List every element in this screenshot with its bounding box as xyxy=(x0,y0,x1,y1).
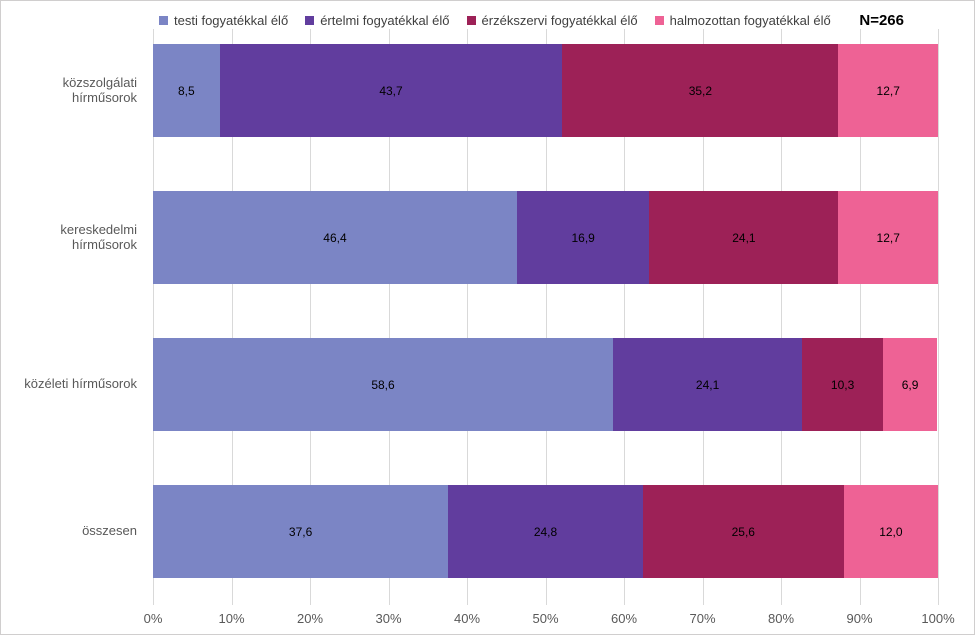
bar-segment: 24,1 xyxy=(613,338,803,431)
bar-value-label: 35,2 xyxy=(688,83,713,98)
bar-segment: 43,7 xyxy=(219,44,563,137)
gridline xyxy=(231,29,233,605)
gridline xyxy=(467,29,468,605)
bar-value-label: 24,1 xyxy=(695,377,720,392)
gridline xyxy=(859,29,861,605)
legend-swatch-icon xyxy=(305,15,315,25)
bar-segment: 12,0 xyxy=(843,485,938,578)
bar-row: 58,6 24,1 10,3 6,9 xyxy=(153,338,938,431)
bar-segment: 8,5 xyxy=(153,44,220,137)
x-axis-label: 100% xyxy=(921,611,955,626)
x-axis-label: 0% xyxy=(143,611,163,626)
bar-segment: 16,9 xyxy=(516,191,650,284)
bar-row: 46,4 16,9 24,1 12,7 xyxy=(153,191,938,284)
gridline xyxy=(153,29,154,605)
bar-segment: 24,8 xyxy=(448,485,643,578)
gridline xyxy=(545,29,547,605)
gridline xyxy=(781,29,782,605)
legend: testi fogyatékkal élő értelmi fogyatékka… xyxy=(159,7,966,33)
bar-value-label: 10,3 xyxy=(830,377,855,392)
category-label: összesen xyxy=(82,523,137,539)
legend-label: érzékszervi fogyatékkal élő xyxy=(481,12,638,28)
sample-size-label: N=266 xyxy=(859,11,904,29)
gridline xyxy=(310,29,311,605)
bar-segment: 25,6 xyxy=(642,485,844,578)
gridline xyxy=(624,29,625,605)
legend-label: értelmi fogyatékkal élő xyxy=(320,12,450,28)
x-axis-label: 40% xyxy=(453,611,481,626)
bar-segment: 12,7 xyxy=(838,44,938,137)
bar-segment: 37,6 xyxy=(153,485,449,578)
x-axis-label: 20% xyxy=(296,611,324,626)
bar-value-label: 12,7 xyxy=(876,83,900,98)
bar-row: 8,5 43,7 35,2 12,7 xyxy=(153,44,938,137)
x-axis-label: 70% xyxy=(689,611,716,626)
bar-value-label: 25,6 xyxy=(731,524,755,539)
legend-item: testi fogyatékkal élő xyxy=(159,13,288,28)
bar-value-label: 12,0 xyxy=(879,524,903,539)
bar-segment: 46,4 xyxy=(153,191,517,284)
category-label: közéleti hírműsorok xyxy=(24,376,137,392)
category-label: közszolgálati hírműsorok xyxy=(62,74,137,105)
gridline xyxy=(388,29,390,605)
gridline xyxy=(702,29,704,605)
bar-segment: 12,7 xyxy=(838,191,938,284)
x-axis-label: 10% xyxy=(218,611,245,626)
bar-row: 37,6 24,8 25,6 12,0 xyxy=(153,485,938,578)
bar-value-label: 16,9 xyxy=(571,230,595,245)
legend-item: érzékszervi fogyatékkal élő xyxy=(466,12,638,28)
bar-segment: 6,9 xyxy=(883,338,938,431)
legend-item: értelmi fogyatékkal élő xyxy=(305,12,450,28)
bar-value-label: 37,6 xyxy=(288,524,313,539)
x-axis-label: 30% xyxy=(375,611,402,626)
bar-segment: 24,1 xyxy=(649,191,839,284)
bar-value-label: 6,9 xyxy=(901,377,919,392)
bar-value-label: 24,1 xyxy=(732,230,756,245)
bar-value-label: 24,8 xyxy=(533,524,558,539)
x-axis-label: 50% xyxy=(532,611,559,626)
x-axis-label: 80% xyxy=(767,611,795,626)
legend-swatch-icon xyxy=(466,15,476,25)
legend-label: halmozottan fogyatékkal élő xyxy=(669,12,831,28)
x-axis-label: 60% xyxy=(610,611,638,626)
category-label: kereskedelmi hírműsorok xyxy=(60,221,137,252)
bar-value-label: 46,4 xyxy=(323,230,347,245)
legend-label: testi fogyatékkal élő xyxy=(174,12,289,28)
bar-value-label: 58,6 xyxy=(371,377,395,392)
x-axis-label: 90% xyxy=(846,611,873,626)
bar-value-label: 8,5 xyxy=(177,83,195,98)
bar-segment: 35,2 xyxy=(562,44,839,137)
bar-segment: 10,3 xyxy=(802,338,884,431)
bar-segment: 58,6 xyxy=(153,338,613,431)
gridline xyxy=(938,29,939,605)
legend-swatch-icon xyxy=(654,15,664,25)
legend-swatch-icon xyxy=(159,15,168,25)
bar-value-label: 43,7 xyxy=(379,83,403,98)
bar-value-label: 12,7 xyxy=(876,230,900,245)
legend-item: halmozottan fogyatékkal élő xyxy=(654,12,831,28)
